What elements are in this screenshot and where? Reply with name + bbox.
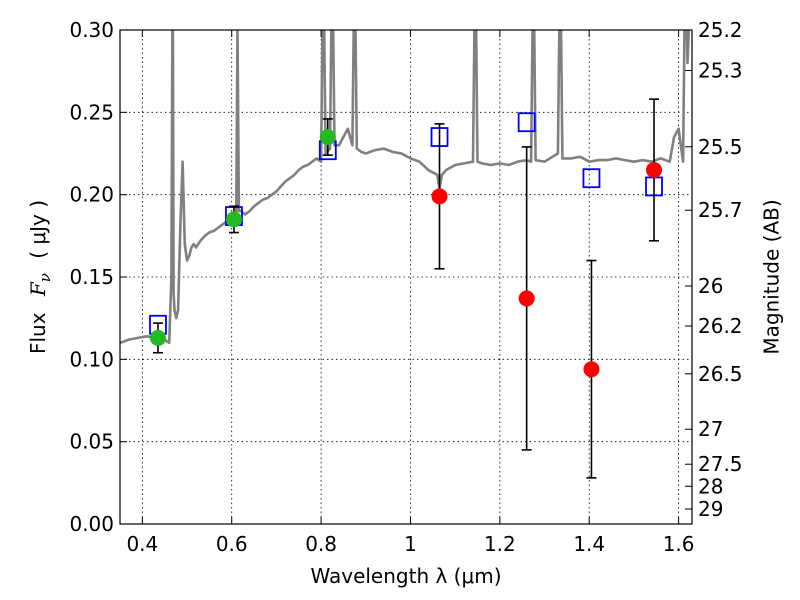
x-tick-label: 1.4: [573, 532, 605, 556]
y-tick-label: 0.10: [69, 347, 114, 371]
x-tick-label: 1.6: [663, 532, 695, 556]
y-tick-label: 0.05: [69, 430, 114, 454]
y-tick-label: 0.20: [69, 183, 114, 207]
axes: 0.4 0.6 0.8 1 1.2 1.4 1.6 0.00 0.05 0.10 0.15 0.20 0…: [69, 18, 742, 556]
y2-tick-label: 25.5: [698, 135, 743, 159]
y-tick-label: 0.25: [69, 100, 114, 124]
y-axis-label: Flux Fν ( μJy ): [26, 200, 55, 354]
optical-point: [225, 211, 242, 228]
nir-point: [431, 188, 448, 205]
y-tick-label: 0.00: [69, 512, 114, 536]
y2-axis-label: Magnitude (AB): [760, 199, 784, 354]
x-tick-label: 1.2: [484, 532, 516, 556]
y2-tick-label: 25.7: [698, 198, 743, 222]
y-axis-label-prefix: Flux: [26, 312, 50, 354]
x-tick-label: 0.8: [305, 532, 337, 556]
nir-point: [583, 361, 600, 378]
y-tick-label: 0.30: [69, 18, 114, 42]
x-axis-label: Wavelength λ (μm): [310, 564, 501, 588]
y-tick-label: 0.15: [69, 265, 114, 289]
y2-tick-label: 25.2: [698, 18, 743, 42]
nir-point: [518, 290, 535, 307]
x-tick-label: 0.6: [216, 532, 248, 556]
optical-point: [149, 329, 166, 346]
y2-tick-label: 29: [698, 497, 723, 521]
model-phot-square: [582, 168, 601, 189]
y-axis-label-unit: ( μJy ): [26, 200, 50, 259]
y2-tick-label: 28: [698, 474, 723, 498]
y2-tick-label: 26.5: [698, 362, 743, 386]
x-tick-label: 0.4: [126, 532, 158, 556]
y2-tick-label: 26.2: [698, 314, 743, 338]
svg-text:Flux Fν ( μJy ): Flux Fν ( μJy ): [26, 200, 55, 354]
y2-tick-label: 25.3: [698, 58, 743, 82]
model-spectrum-line: [120, 30, 691, 345]
optical-point: [319, 129, 336, 146]
model-phot-square: [517, 112, 536, 133]
nir-point: [646, 161, 663, 178]
y-axis-label-symbol: F: [26, 281, 50, 297]
x-tick-label: 1: [404, 532, 417, 556]
plot-area: [120, 30, 691, 479]
grid: [120, 30, 692, 524]
y-axis-label-subscript: ν: [36, 273, 54, 282]
y2-tick-label: 26: [698, 274, 723, 298]
y2-tick-label: 27: [698, 417, 723, 441]
y2-tick-label: 27.5: [698, 452, 743, 476]
